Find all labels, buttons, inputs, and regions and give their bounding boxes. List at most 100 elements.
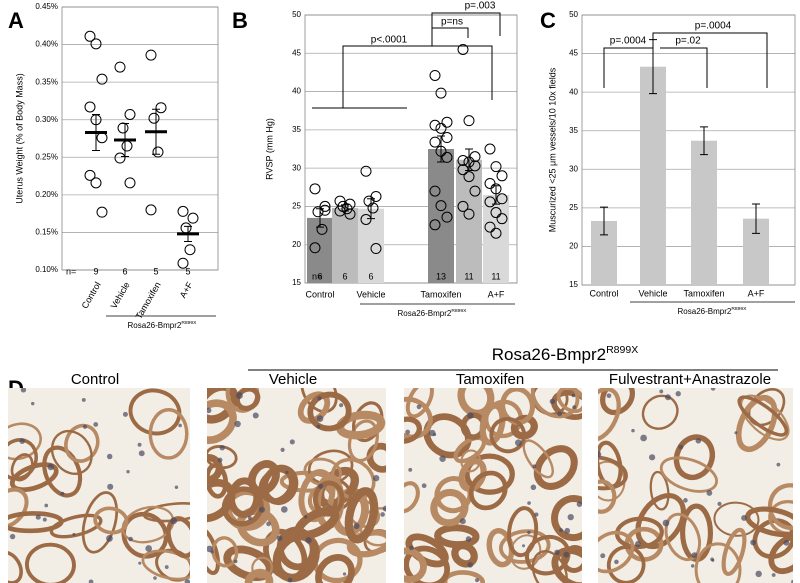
nucleus — [42, 517, 47, 522]
y-tick-label: 40 — [292, 87, 301, 96]
tissue-wall — [713, 501, 760, 537]
p-value: p<.0001 — [371, 35, 408, 46]
tissue-wall — [430, 488, 469, 527]
y-tick-label: 30 — [292, 163, 301, 172]
nucleus — [217, 457, 223, 463]
nucleus — [353, 522, 360, 530]
nucleus — [776, 462, 781, 467]
group-label-text: Rosa26-Bmpr2 — [128, 321, 182, 330]
tissue-wall — [767, 483, 793, 531]
nucleus — [691, 552, 698, 559]
data-point — [496, 193, 508, 205]
data-point — [463, 171, 475, 183]
nucleus — [664, 394, 671, 401]
tissue-wall — [359, 507, 386, 547]
tissue-wall — [10, 453, 34, 482]
y-tick-label: 15 — [569, 280, 578, 289]
data-point — [152, 146, 164, 158]
data-point — [370, 243, 382, 255]
tissue-wall — [522, 439, 554, 479]
tissue-wall — [258, 468, 293, 503]
nucleus — [137, 442, 142, 447]
group-label-text: Rosa26-Bmpr2 — [492, 345, 606, 364]
data-point — [319, 204, 331, 216]
nucleus — [153, 576, 157, 580]
x-tick-label: Vehicle — [109, 280, 132, 310]
nucleus — [258, 506, 265, 513]
data-point — [429, 219, 441, 231]
nucleus — [648, 454, 656, 461]
y-tick-label: 15 — [292, 278, 301, 287]
tissue-wall — [721, 527, 747, 577]
tissue-wall — [745, 506, 793, 538]
y-tick-label: 25 — [292, 202, 301, 211]
data-point — [84, 30, 96, 42]
y-tick-label: 30 — [569, 164, 578, 173]
p-value: p=.02 — [675, 36, 701, 47]
data-point — [145, 204, 157, 216]
y-tick-label: 0.45% — [35, 2, 58, 11]
nucleus — [467, 412, 474, 419]
nucleus — [122, 411, 128, 417]
data-point — [457, 164, 469, 176]
nucleus — [106, 535, 113, 542]
tissue-wall — [207, 526, 221, 576]
nucleus — [771, 573, 776, 577]
nucleus — [465, 536, 472, 542]
nucleus — [235, 392, 243, 400]
nucleus — [81, 397, 86, 402]
data-point — [90, 114, 102, 126]
data-point — [370, 190, 382, 202]
nucleus — [690, 564, 695, 568]
y-axis-label: RVSP (mm Hg) — [264, 118, 274, 180]
nucleus — [706, 490, 713, 496]
group-label: Rosa26-Bmpr2R899X — [398, 309, 468, 319]
tissue-wall — [8, 487, 29, 530]
p-value: p=.0004 — [610, 36, 647, 47]
data-point — [429, 119, 441, 131]
x-tick-label: A+F — [488, 289, 505, 299]
data-point — [484, 196, 496, 208]
significance-bracket — [431, 27, 469, 46]
y-tick-label: 0.35% — [35, 77, 58, 86]
nucleus — [631, 428, 635, 433]
bar — [332, 207, 358, 283]
data-point — [312, 206, 324, 218]
tissue-wall — [479, 402, 506, 446]
nucleus — [783, 539, 790, 546]
tissue-wall — [507, 506, 539, 558]
tissue-wall — [464, 453, 515, 495]
nucleus — [207, 545, 213, 553]
data-point — [84, 101, 96, 113]
y-tick-label: 0.15% — [35, 228, 58, 237]
nucleus — [106, 453, 113, 460]
group-label: Rosa26-Bmpr2R899X — [492, 344, 639, 365]
micrograph — [207, 388, 386, 583]
nucleus — [467, 562, 473, 568]
micrograph — [404, 388, 582, 583]
nucleus — [316, 415, 324, 422]
p-value: p=.0004 — [695, 21, 732, 32]
y-tick-label: 0.10% — [35, 265, 58, 274]
data-point — [114, 61, 126, 73]
tissue-wall — [673, 434, 716, 481]
x-tick-label: Control — [589, 288, 618, 298]
tissue-wall — [8, 422, 42, 461]
data-point — [457, 43, 469, 55]
nucleus — [170, 517, 178, 525]
nucleus — [741, 515, 748, 521]
nucleus — [439, 455, 446, 462]
nucleus — [710, 388, 716, 391]
nucleus — [305, 537, 312, 544]
nucleus — [750, 539, 757, 546]
n-value: 11 — [464, 271, 473, 281]
bar — [640, 66, 666, 285]
error-bar — [437, 135, 445, 163]
nucleus — [408, 467, 413, 472]
error-bar — [700, 126, 708, 156]
x-tick-label: Vehicle — [356, 289, 385, 299]
n-value: 6 — [342, 271, 347, 281]
tissue-wall — [533, 445, 578, 490]
tissue-wall — [49, 513, 103, 539]
tissue-wall — [457, 388, 495, 417]
